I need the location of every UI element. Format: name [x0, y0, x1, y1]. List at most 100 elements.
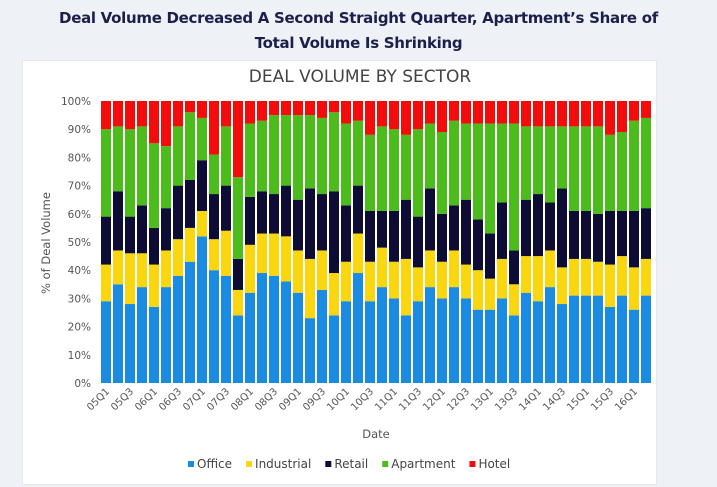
bar-segment-hotel: [161, 101, 171, 147]
bar-segment-apartment: [461, 123, 471, 200]
bar-stack-15Q1: [581, 101, 591, 383]
bar-segment-apartment: [485, 123, 495, 234]
bar-segment-industrial: [497, 258, 507, 299]
bar-segment-office: [377, 287, 387, 383]
bar-segment-apartment: [353, 120, 363, 186]
bar-segment-hotel: [365, 101, 375, 135]
bar-segment-retail: [401, 199, 411, 259]
x-tick-label: 16Q1: [613, 386, 640, 413]
x-tick-label: 11Q3: [397, 386, 424, 413]
bar-segment-industrial: [269, 233, 279, 276]
bar-segment-hotel: [329, 101, 339, 113]
y-tick-label: 80%: [68, 152, 91, 164]
bar-segment-industrial: [377, 247, 387, 288]
bar-segment-apartment: [149, 143, 159, 228]
bar-stack-08Q1: [245, 101, 255, 383]
bar-segment-apartment: [293, 115, 303, 200]
bar-segment-office: [233, 315, 243, 383]
legend-label: Office: [197, 457, 232, 471]
legend-item-retail[interactable]: Retail: [325, 457, 368, 471]
y-tick-label: 30%: [68, 293, 91, 305]
bar-segment-hotel: [353, 101, 363, 121]
bar-stack-10Q1: [341, 101, 351, 383]
bar-stack-14Q2: [545, 101, 555, 383]
bar-stack-14Q3: [557, 101, 567, 383]
bar-segment-hotel: [233, 101, 243, 178]
bar-segment-apartment: [113, 126, 123, 192]
bar-stack-06Q4: [185, 101, 195, 383]
bar-segment-apartment: [509, 123, 519, 251]
legend-label: Hotel: [478, 457, 510, 471]
bar-stack-15Q4: [617, 101, 627, 383]
bar-segment-industrial: [341, 261, 351, 302]
bar-stack-13Q2: [497, 101, 507, 383]
x-tick-label: 13Q3: [493, 386, 520, 413]
bar-segment-hotel: [305, 101, 315, 116]
bar-segment-industrial: [473, 270, 483, 310]
bar-segment-office: [257, 273, 267, 383]
bar-segment-hotel: [293, 101, 303, 116]
bar-stack-07Q2: [209, 101, 219, 383]
bar-segment-industrial: [329, 273, 339, 316]
bar-stack-09Q2: [305, 101, 315, 383]
bar-segment-apartment: [629, 120, 639, 211]
bar-segment-hotel: [245, 101, 255, 124]
legend-item-industrial[interactable]: Industrial: [246, 457, 311, 471]
bar-segment-hotel: [497, 101, 507, 124]
bar-segment-retail: [557, 188, 567, 268]
bar-segment-apartment: [413, 129, 423, 217]
bar-segment-hotel: [401, 101, 411, 135]
bar-segment-industrial: [629, 267, 639, 310]
legend-item-apartment[interactable]: Apartment: [382, 457, 456, 471]
bar-stack-12Q4: [473, 101, 483, 383]
legend-item-hotel[interactable]: Hotel: [469, 457, 510, 471]
y-tick-label: 40%: [68, 265, 91, 277]
bar-segment-office: [305, 318, 315, 383]
bar-segment-retail: [317, 194, 327, 251]
bar-segment-apartment: [425, 123, 435, 189]
x-tick-label: 05Q1: [85, 386, 112, 413]
bar-segment-retail: [305, 188, 315, 259]
y-axis-label: % of Deal Volume: [39, 192, 53, 294]
bar-segment-hotel: [569, 101, 579, 127]
x-tick-label: 14Q3: [541, 386, 568, 413]
bar-segment-hotel: [197, 101, 207, 118]
legend-swatch: [246, 461, 253, 467]
bar-segment-retail: [437, 213, 447, 262]
bar-segment-retail: [113, 191, 123, 251]
bar-segment-retail: [257, 191, 267, 234]
legend-item-office[interactable]: Office: [188, 457, 232, 471]
bar-segment-industrial: [425, 250, 435, 288]
bar-stack-10Q3: [365, 101, 375, 383]
bar-segment-industrial: [233, 289, 243, 316]
x-axis-ticks: 05Q105Q306Q106Q307Q107Q308Q108Q309Q109Q3…: [85, 386, 640, 413]
bar-segment-apartment: [269, 115, 279, 195]
bar-segment-industrial: [293, 250, 303, 293]
bar-segment-industrial: [401, 258, 411, 316]
bar-segment-office: [485, 309, 495, 383]
bar-segment-retail: [125, 216, 135, 254]
bar-segment-office: [365, 301, 375, 383]
x-tick-label: 13Q1: [469, 386, 496, 413]
bar-segment-retail: [449, 205, 459, 251]
bar-segment-retail: [605, 210, 615, 265]
bar-stack-13Q4: [521, 101, 531, 383]
bar-segment-industrial: [461, 264, 471, 299]
x-tick-label: 06Q3: [157, 386, 184, 413]
bar-segment-hotel: [137, 101, 147, 127]
bar-segment-retail: [485, 233, 495, 279]
bar-segment-office: [629, 309, 639, 383]
y-tick-label: 20%: [68, 322, 91, 334]
bar-segment-retail: [329, 191, 339, 274]
bar-segment-industrial: [281, 236, 291, 282]
bar-stack-05Q4: [137, 101, 147, 383]
bar-segment-hotel: [209, 101, 219, 155]
legend-swatch: [469, 461, 476, 467]
bar-segment-hotel: [341, 101, 351, 124]
bar-segment-apartment: [329, 112, 339, 192]
bar-segment-apartment: [389, 129, 399, 211]
bar-segment-industrial: [197, 210, 207, 237]
bar-segment-industrial: [485, 278, 495, 310]
bar-segment-office: [557, 304, 567, 383]
bar-segment-office: [545, 287, 555, 383]
